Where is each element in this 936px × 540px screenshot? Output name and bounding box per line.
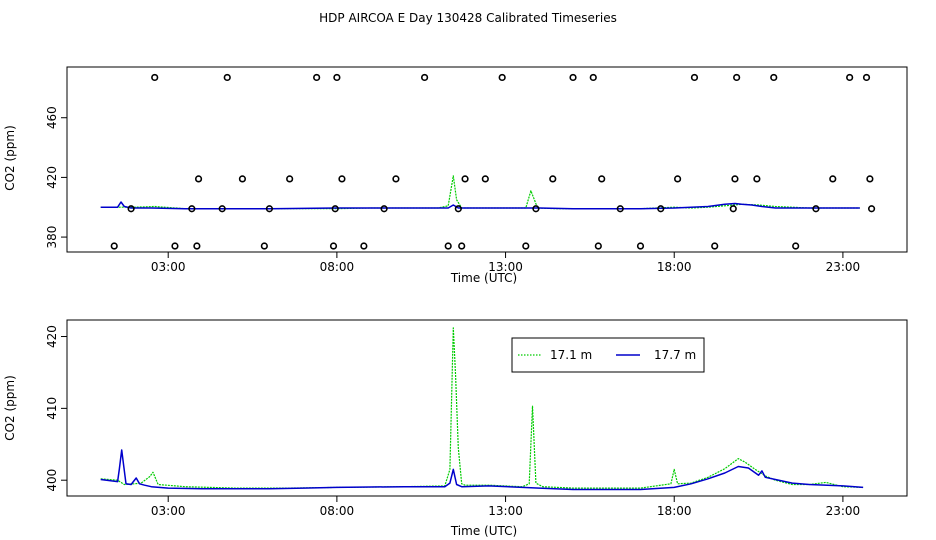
panel-2-x-axis: 03:00 08:00 13:00 18:00 23:00 [151, 496, 860, 518]
panel-1-data-point [753, 175, 761, 183]
panel-1-y-tick-label: 380 [45, 226, 59, 249]
panel-2-x-tick-label: 03:00 [151, 504, 186, 518]
panel-2-y-tick-label: 410 [45, 397, 59, 420]
panel-1-data-point [729, 205, 737, 213]
panel-1-data-point [616, 205, 624, 213]
panel-1-x-tick-label: 18:00 [657, 260, 692, 274]
panel-1-data-point [731, 175, 739, 183]
panel-1-data-point [569, 73, 577, 82]
panel-1-x-tick-label: 08:00 [320, 260, 355, 274]
panel-2-series-blue-line [100, 449, 864, 491]
panel-1-y-tick-label: 460 [45, 106, 59, 129]
panel-1-data-point [265, 205, 274, 213]
panel-1-data-point [862, 73, 871, 82]
panel-1-plot-area [100, 73, 876, 250]
panel-1-x-tick-label: 13:00 [488, 260, 523, 274]
panel-1-data-point [188, 205, 196, 213]
panel-1-data-point [420, 73, 429, 82]
panel-2-y-tick-label: 400 [45, 469, 59, 492]
panel-1-data-point [674, 175, 682, 183]
panel-1-data-point [532, 205, 540, 213]
panel-2-x-tick-label: 18:00 [657, 504, 692, 518]
legend-label-17-1m: 17.1 m [550, 348, 592, 362]
panel-1-x-tick-label: 03:00 [151, 260, 186, 274]
panel-2-plot-area [100, 327, 864, 491]
panel-1-data-point [594, 242, 602, 250]
panel-1-data-point [380, 205, 388, 213]
panel-1-x-axis: 03:00 08:00 13:00 18:00 23:00 [151, 252, 860, 274]
panel-1-data-point [110, 242, 118, 250]
panel-1-data-point [286, 175, 294, 183]
panel-1-data-point [866, 175, 874, 183]
panel-1-data-point [238, 175, 247, 183]
panel-1-y-tick-label: 420 [45, 166, 59, 189]
panel-1-data-point [338, 175, 346, 183]
panel-1-data-point [127, 205, 135, 213]
panel-1-data-point [461, 175, 469, 183]
panel-1-data-point [193, 242, 201, 250]
panel-1-data-point [454, 205, 462, 213]
panel-1-data-point [313, 73, 321, 82]
panel-1-y-axis: 380 420 460 [45, 106, 67, 249]
panel-1-data-point [733, 73, 741, 82]
panel-1-y-label: CO2 (ppm) [3, 125, 17, 191]
panel-1-data-point [218, 205, 226, 213]
panel-1-x-tick-label: 23:00 [826, 260, 861, 274]
panel-1-data-point [812, 205, 820, 213]
panel-1-data-point [171, 242, 179, 250]
legend: 17.1 m 17.7 m [511, 337, 705, 373]
panel-1-data-point [329, 242, 338, 250]
panel-1-data-point [522, 242, 530, 250]
panel-1-series-blue-line [100, 201, 860, 210]
figure-title: HDP AIRCOA E Day 130428 Calibrated Times… [319, 11, 617, 25]
panel-2-x-tick-label: 08:00 [320, 504, 355, 518]
panel-1-data-point [333, 73, 341, 82]
panel-1-data-point [711, 242, 719, 250]
panel-1-data-point [260, 242, 268, 250]
panel-1-data-point [444, 242, 452, 250]
panel-1-data-point [657, 205, 665, 213]
panel-1-data-point [498, 73, 506, 82]
panel-1-data-point [636, 242, 645, 250]
panel-1-data-point [360, 242, 368, 250]
panel-1-data-point [481, 175, 489, 183]
panel-2-series-green-line [100, 327, 864, 489]
panel-2-y-axis: 400 410 420 [45, 325, 67, 492]
panel-1-data-point [549, 175, 557, 183]
panel-1-data-point [392, 175, 400, 183]
panel-2-y-tick-label: 420 [45, 325, 59, 348]
panel-1-x-label: Time (UTC) [450, 271, 517, 285]
panel-1-data-point [458, 242, 466, 250]
panel-1-data-point [194, 175, 203, 183]
panel-1-data-point [598, 175, 606, 183]
panel-2-frame [66, 319, 908, 497]
panel-1-data-point [867, 205, 876, 213]
panel-1-data-point [846, 73, 854, 82]
panel-1-data-point [829, 175, 837, 183]
panel-1-frame [66, 66, 908, 253]
panel-1-data-point [589, 73, 597, 82]
panel-1-data-point [223, 73, 231, 82]
panel-1-data-point [770, 73, 778, 82]
panel-1-data-point [151, 73, 159, 82]
panel-2-y-label: CO2 (ppm) [3, 375, 17, 441]
legend-label-17-7m: 17.7 m [654, 348, 696, 362]
panel-2-x-tick-label: 23:00 [826, 504, 861, 518]
panel-1-data-point [331, 205, 339, 213]
panel-1-data-point [690, 73, 699, 82]
panel-1: 03:00 08:00 13:00 18:00 23:00 380 420 460 Time… [3, 66, 908, 285]
panel-2-x-label: Time (UTC) [450, 524, 517, 538]
panel-2-x-tick-label: 13:00 [488, 504, 523, 518]
panel-1-data-point [792, 242, 800, 250]
panel-1-series-green-line [100, 175, 860, 210]
panel-2: 03:00 08:00 13:00 18:00 23:00 400 410 420 Time… [3, 319, 908, 538]
legend-box [511, 337, 705, 373]
